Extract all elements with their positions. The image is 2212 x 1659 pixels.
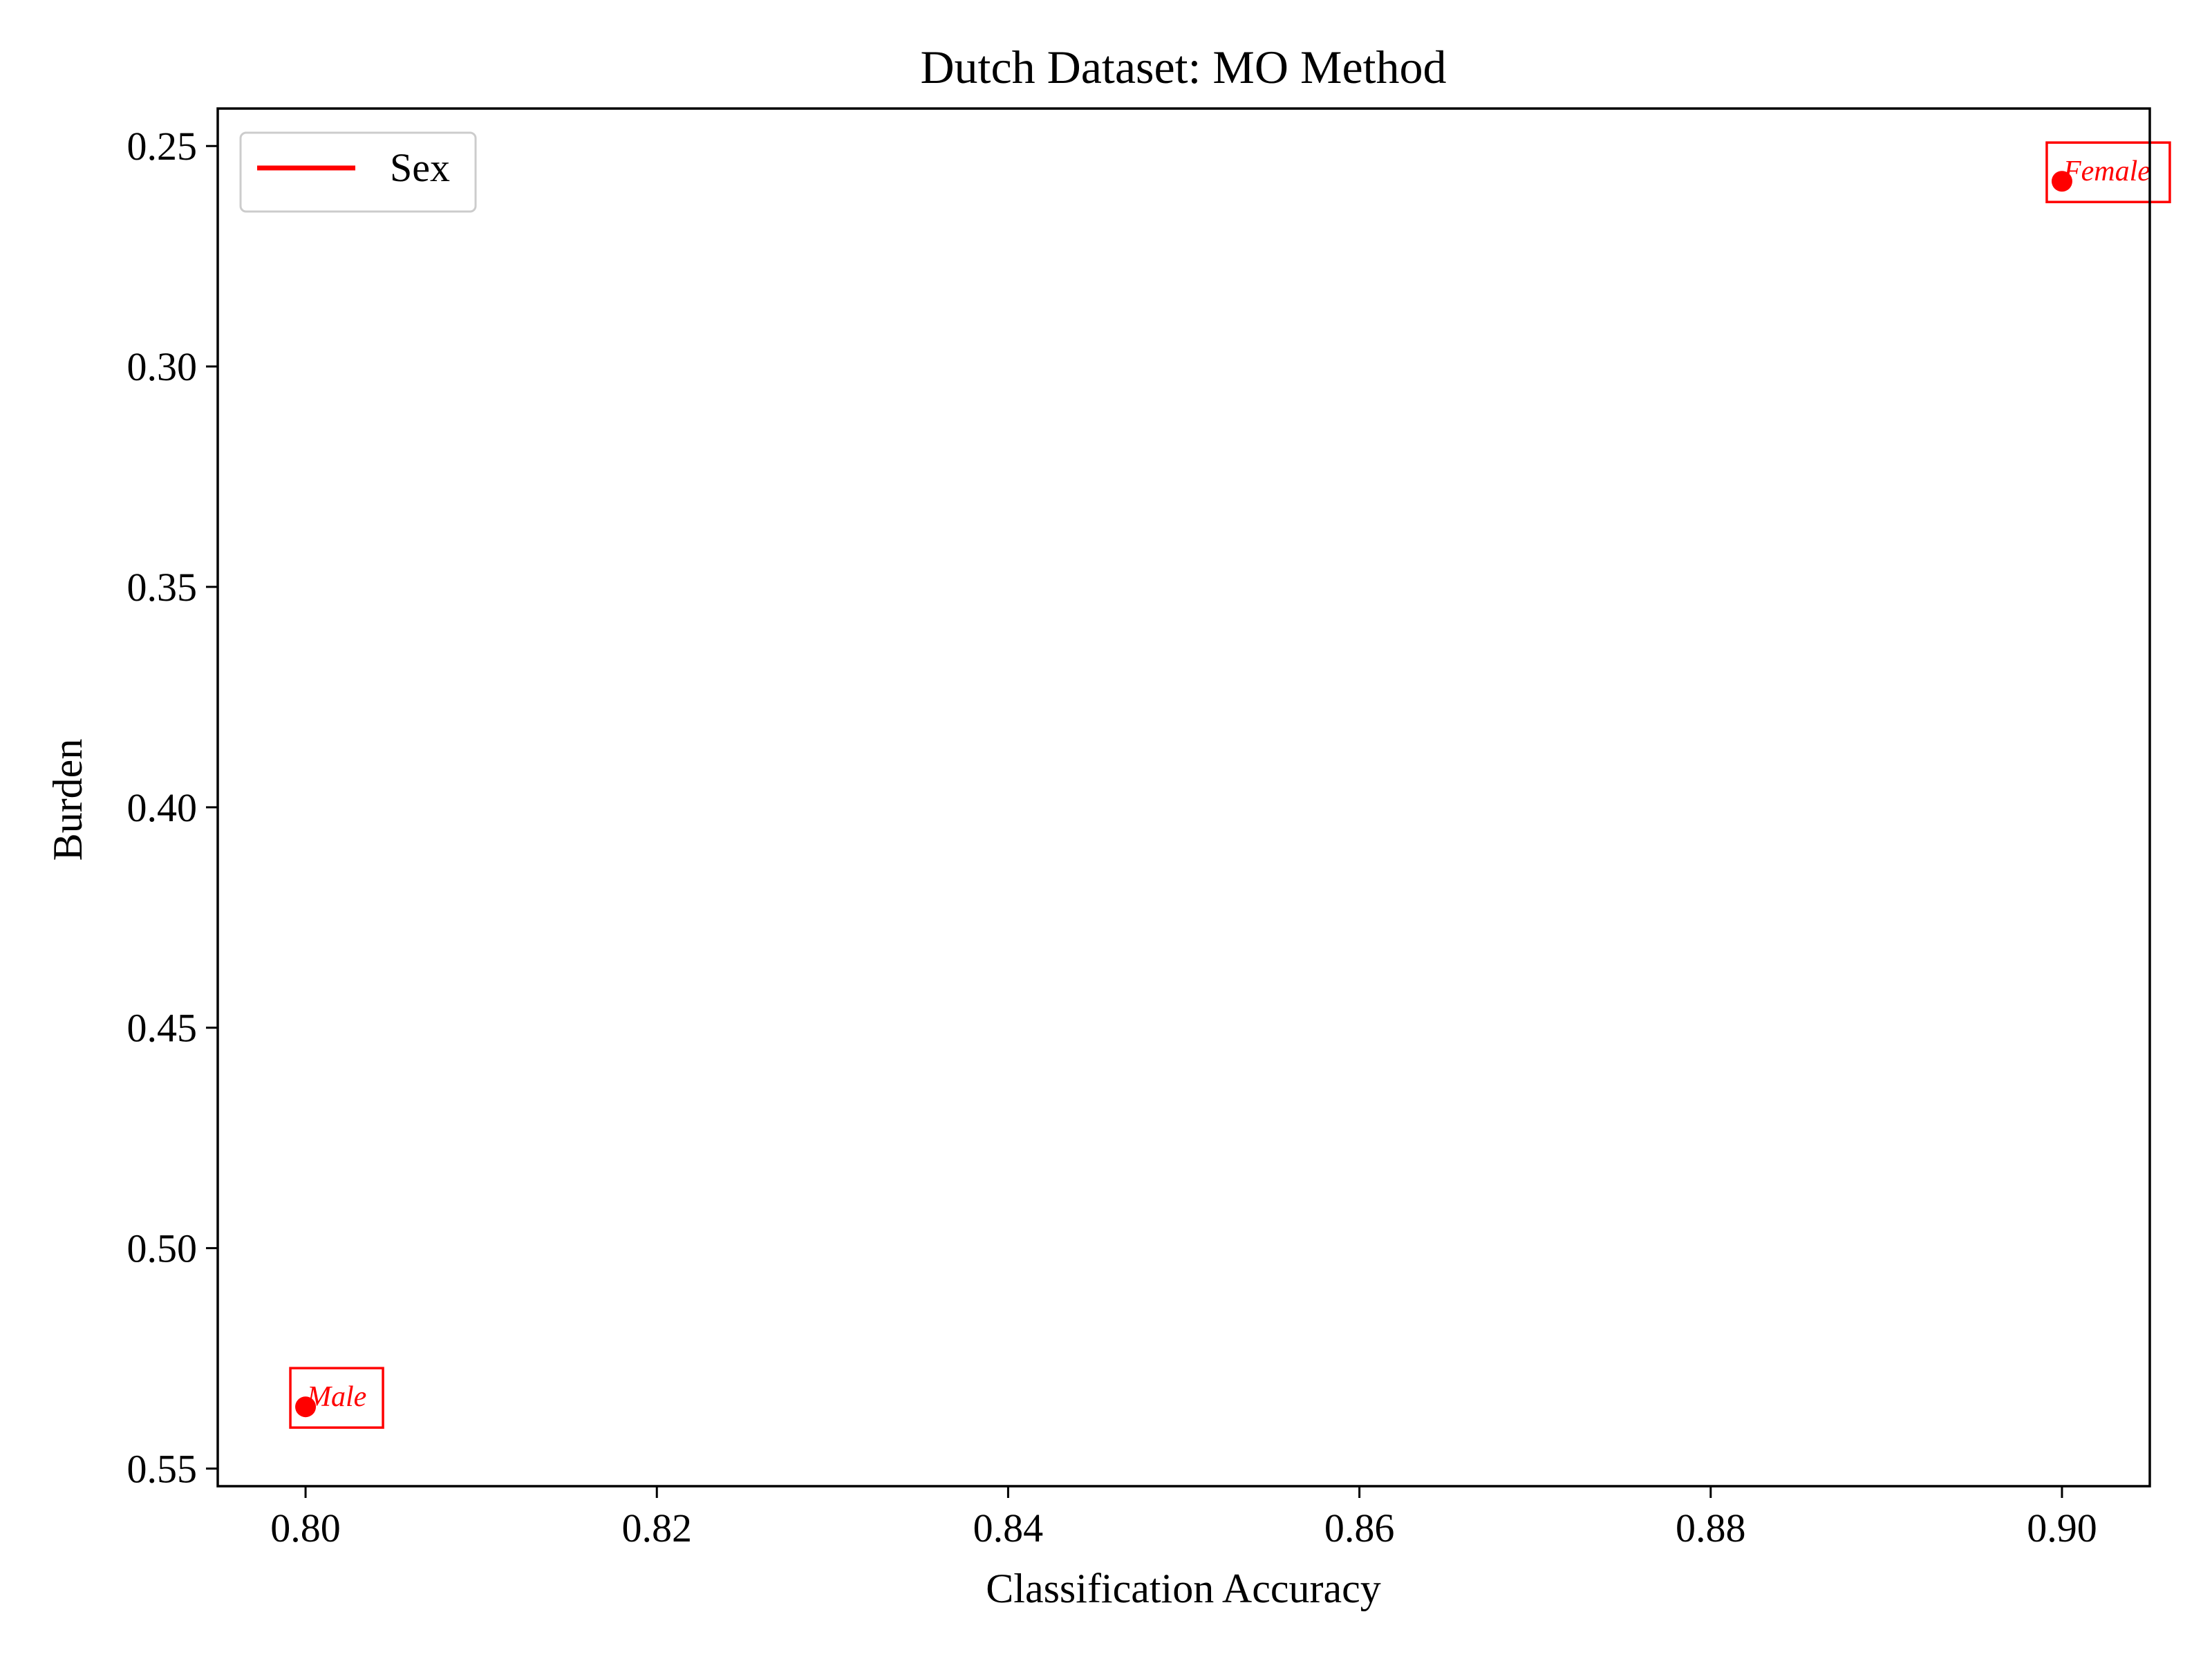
plot-area-frame [216, 107, 2151, 1488]
y-tick-label: 0.25 [127, 124, 198, 169]
legend: Sex [239, 131, 477, 213]
annotation-label-male: Male [306, 1381, 366, 1413]
x-tick-label: 0.84 [973, 1506, 1044, 1550]
annotation-box-male [289, 1367, 384, 1429]
y-tick-label: 0.35 [127, 565, 198, 610]
y-axis-label: Burden [45, 739, 91, 861]
annotation-label-female: Female [2063, 156, 2150, 187]
legend-label-sex: Sex [390, 145, 450, 190]
y-tick-label: 0.50 [127, 1226, 198, 1271]
y-tick-label: 0.55 [127, 1446, 198, 1491]
x-axis-label: Classification Accuracy [986, 1566, 1380, 1611]
legend-box [239, 131, 477, 213]
x-tick-label: 0.82 [621, 1506, 692, 1550]
y-tick-label: 0.40 [127, 785, 198, 830]
y-tick-label: 0.45 [127, 1006, 198, 1051]
chart-title: Dutch Dataset: MO Method [920, 41, 1446, 93]
data-point-female [2051, 171, 2072, 192]
y-tick-label: 0.30 [127, 344, 198, 389]
x-tick-label: 0.90 [2027, 1506, 2097, 1550]
x-tick-label: 0.86 [1324, 1506, 1395, 1550]
x-tick-label: 0.80 [270, 1506, 341, 1550]
data-point-male [295, 1396, 317, 1418]
x-tick-label: 0.88 [1676, 1506, 1746, 1550]
annotation-box-female [2045, 141, 2171, 203]
